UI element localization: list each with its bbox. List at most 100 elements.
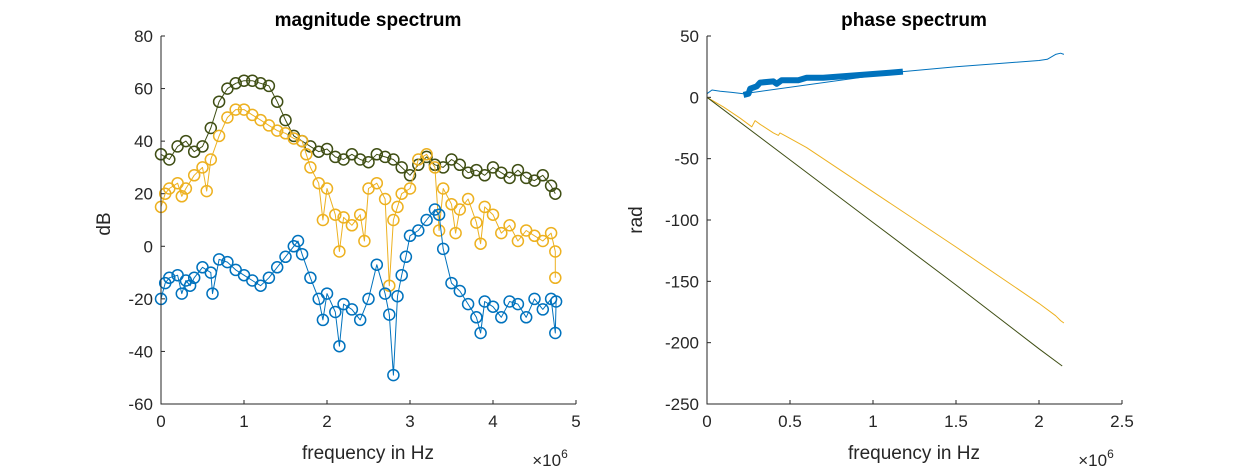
data-point xyxy=(187,169,201,182)
data-point xyxy=(262,271,276,285)
data-point xyxy=(262,79,276,93)
data-point xyxy=(287,132,301,145)
data-point xyxy=(221,111,234,124)
data-marks xyxy=(706,52,1065,367)
data-point xyxy=(395,268,408,282)
data-point xyxy=(279,250,292,264)
y-tick-label: 50 xyxy=(680,27,699,46)
data-point xyxy=(461,297,475,311)
data-point xyxy=(391,289,404,303)
data-point xyxy=(420,148,433,161)
data-point xyxy=(549,245,562,258)
data-point xyxy=(304,161,317,174)
y-tick-label: -250 xyxy=(665,395,699,414)
data-point xyxy=(370,176,384,190)
data-point xyxy=(337,211,350,224)
series-2 xyxy=(154,103,562,292)
data-point xyxy=(196,161,209,174)
y-tick-label: -200 xyxy=(665,334,699,353)
data-point xyxy=(316,313,330,327)
data-point xyxy=(470,311,483,324)
data-point xyxy=(486,208,500,221)
y-tick-label: 80 xyxy=(134,27,153,46)
data-point xyxy=(449,226,462,240)
data-point xyxy=(395,161,408,174)
data-point xyxy=(187,271,201,285)
data-point xyxy=(179,182,193,195)
data-point xyxy=(221,255,234,269)
data-point xyxy=(270,95,284,108)
data-point xyxy=(300,148,313,161)
y-tick-label: -150 xyxy=(665,272,699,291)
data-point xyxy=(420,213,433,227)
data-point xyxy=(436,242,450,256)
x-tick-label: 1 xyxy=(868,412,877,431)
y-tick-label: -40 xyxy=(128,342,153,361)
data-point xyxy=(387,213,400,227)
data-point xyxy=(503,295,516,308)
data-point xyxy=(362,292,375,306)
data-point xyxy=(378,287,392,300)
data-point xyxy=(453,203,467,216)
phase-spectrum-axes: phase spectrum frequency in Hz rad ×106 … xyxy=(626,10,1134,470)
data-point xyxy=(204,153,218,166)
data-point xyxy=(536,169,550,182)
data-point xyxy=(403,169,417,182)
x-exponent-power: 6 xyxy=(561,447,568,461)
y-tick-label: -50 xyxy=(674,150,699,169)
data-point xyxy=(212,95,226,108)
data-point xyxy=(378,192,392,206)
series-line xyxy=(706,52,1065,95)
data-point xyxy=(295,247,309,261)
data-point xyxy=(549,187,562,200)
data-point xyxy=(403,182,417,195)
data-point xyxy=(163,271,176,285)
x-exponent-label: ×106 xyxy=(532,447,568,470)
data-point xyxy=(237,74,251,87)
data-point xyxy=(295,134,309,148)
data-point xyxy=(212,129,226,143)
data-point xyxy=(229,77,242,90)
data-point xyxy=(519,171,533,185)
x-tick-label: 2 xyxy=(322,412,331,431)
data-point xyxy=(474,237,487,250)
ticks: 0 0.5 1 1.5 2 2.5 -250 -200 -150 -100 -50 0 50 xyxy=(665,27,1134,431)
data-point xyxy=(320,142,334,156)
data-point xyxy=(212,253,226,266)
x-axis-label: frequency in Hz xyxy=(848,443,980,464)
data-point xyxy=(370,148,384,161)
axis-frame xyxy=(706,36,1122,405)
data-point xyxy=(383,308,396,321)
data-point xyxy=(270,261,284,274)
data-point xyxy=(544,226,558,240)
data-point xyxy=(519,311,533,324)
x-tick-label: 0 xyxy=(156,412,165,431)
chart-title: phase spectrum xyxy=(841,10,987,31)
data-point xyxy=(312,145,325,158)
data-point xyxy=(320,287,334,300)
series-3 xyxy=(706,96,1065,324)
data-point xyxy=(495,226,508,240)
data-point xyxy=(304,271,317,285)
data-marks xyxy=(154,74,563,382)
data-point xyxy=(399,250,413,264)
data-point xyxy=(478,200,491,214)
data-point xyxy=(436,182,450,195)
data-point xyxy=(206,287,219,300)
x-tick-label: 1 xyxy=(239,412,248,431)
data-point xyxy=(445,276,458,290)
data-point xyxy=(353,208,367,221)
data-point xyxy=(495,311,508,324)
x-tick-label: 3 xyxy=(405,412,414,431)
data-point xyxy=(503,171,516,185)
data-point xyxy=(511,163,525,177)
data-point xyxy=(474,326,487,340)
series-3 xyxy=(154,203,563,382)
data-point xyxy=(333,339,346,353)
x-tick-label: 1.5 xyxy=(944,412,968,431)
y-tick-label: 60 xyxy=(134,80,153,99)
y-tick-label: -20 xyxy=(128,290,153,309)
data-point xyxy=(333,245,346,258)
data-point xyxy=(353,313,367,327)
